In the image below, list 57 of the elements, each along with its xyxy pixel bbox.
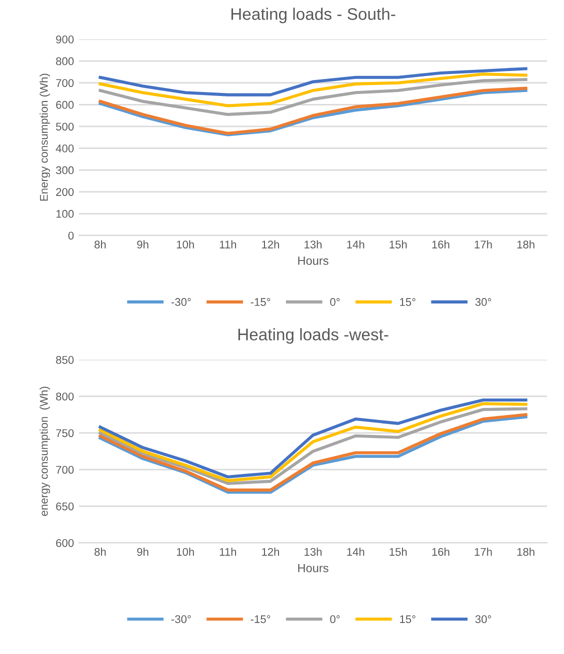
x-tick-label: 16h bbox=[432, 548, 450, 556]
x-tick-label: 11h bbox=[220, 548, 236, 556]
x-tick-label: 16h bbox=[432, 240, 450, 248]
y-tick-label: 100 bbox=[56, 210, 74, 218]
y-tick-label: 400 bbox=[56, 144, 74, 152]
x-tick-label: 18h bbox=[517, 548, 534, 556]
y-tick-label: 750 bbox=[56, 429, 74, 438]
x-tick-label: 10h bbox=[176, 548, 194, 556]
y-tick-label: 700 bbox=[56, 79, 74, 87]
line-series bbox=[98, 72, 528, 108]
legend-label: -30° bbox=[171, 298, 191, 306]
x-tick-label: 9h bbox=[137, 548, 148, 556]
y-tick-label: 600 bbox=[56, 100, 74, 109]
legend-label: 30° bbox=[475, 298, 492, 306]
x-tick-label: 8h bbox=[94, 240, 106, 248]
y-tick-label: 900 bbox=[56, 36, 74, 44]
y-tick-label: 800 bbox=[56, 57, 74, 66]
line-series bbox=[98, 67, 528, 96]
x-tick-label: 9h bbox=[137, 240, 148, 248]
x-tick-label: 8h bbox=[94, 548, 106, 556]
y-tick-label: 650 bbox=[56, 502, 74, 510]
legend-label: 0° bbox=[330, 615, 340, 624]
y-axis-title: Energy consumption (Wh) bbox=[40, 74, 50, 201]
legend-label: 30° bbox=[475, 615, 492, 624]
legend-label: 15° bbox=[400, 615, 416, 624]
x-tick-label: 10h bbox=[176, 240, 194, 248]
y-tick-label: 600 bbox=[56, 539, 74, 547]
y-tick-label: 700 bbox=[56, 466, 74, 474]
y-tick-label: 500 bbox=[56, 122, 74, 131]
x-tick-label: 12h bbox=[262, 240, 280, 248]
x-tick-label: 13h bbox=[304, 240, 322, 248]
y-tick-label: 850 bbox=[56, 356, 74, 364]
y-tick-label: 300 bbox=[56, 166, 74, 174]
x-tick-label: 13h bbox=[304, 548, 322, 556]
x-tick-label: 11h bbox=[220, 240, 236, 248]
y-tick-label: 200 bbox=[56, 188, 74, 196]
line-series bbox=[98, 78, 528, 116]
x-tick-label: 14h bbox=[347, 548, 364, 556]
legend-label: -15° bbox=[250, 615, 270, 624]
x-axis-title: Hours bbox=[298, 564, 328, 572]
y-tick-label: 0 bbox=[68, 232, 74, 240]
legend-label: 15° bbox=[400, 298, 416, 306]
x-tick-label: 18h bbox=[517, 240, 534, 248]
y-axis-title: energy consumption (Wh) bbox=[40, 386, 50, 516]
legend-label: -15° bbox=[250, 298, 270, 306]
x-tick-label: 14h bbox=[347, 240, 364, 248]
x-tick-label: 15h bbox=[390, 548, 407, 556]
x-tick-label: 15h bbox=[390, 240, 407, 248]
chart-title: Heating loads -west- bbox=[238, 328, 388, 344]
x-tick-label: 17h bbox=[474, 548, 492, 556]
x-tick-label: 17h bbox=[474, 240, 492, 248]
chart-title: Heating loads - South- bbox=[231, 8, 396, 24]
legend-label: 0° bbox=[330, 298, 340, 306]
y-tick-label: 800 bbox=[56, 392, 74, 400]
x-axis-title: Hours bbox=[298, 256, 328, 265]
legend-label: -30° bbox=[171, 615, 191, 624]
x-tick-label: 12h bbox=[262, 548, 280, 556]
